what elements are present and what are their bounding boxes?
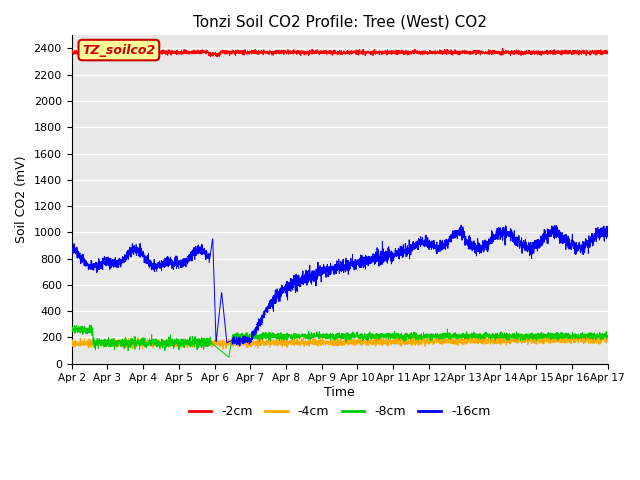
Legend: -2cm, -4cm, -8cm, -16cm: -2cm, -4cm, -8cm, -16cm <box>184 400 495 423</box>
Text: TZ_soilco2: TZ_soilco2 <box>83 44 156 57</box>
X-axis label: Time: Time <box>324 386 355 399</box>
Title: Tonzi Soil CO2 Profile: Tree (West) CO2: Tonzi Soil CO2 Profile: Tree (West) CO2 <box>193 15 486 30</box>
Y-axis label: Soil CO2 (mV): Soil CO2 (mV) <box>15 156 28 243</box>
